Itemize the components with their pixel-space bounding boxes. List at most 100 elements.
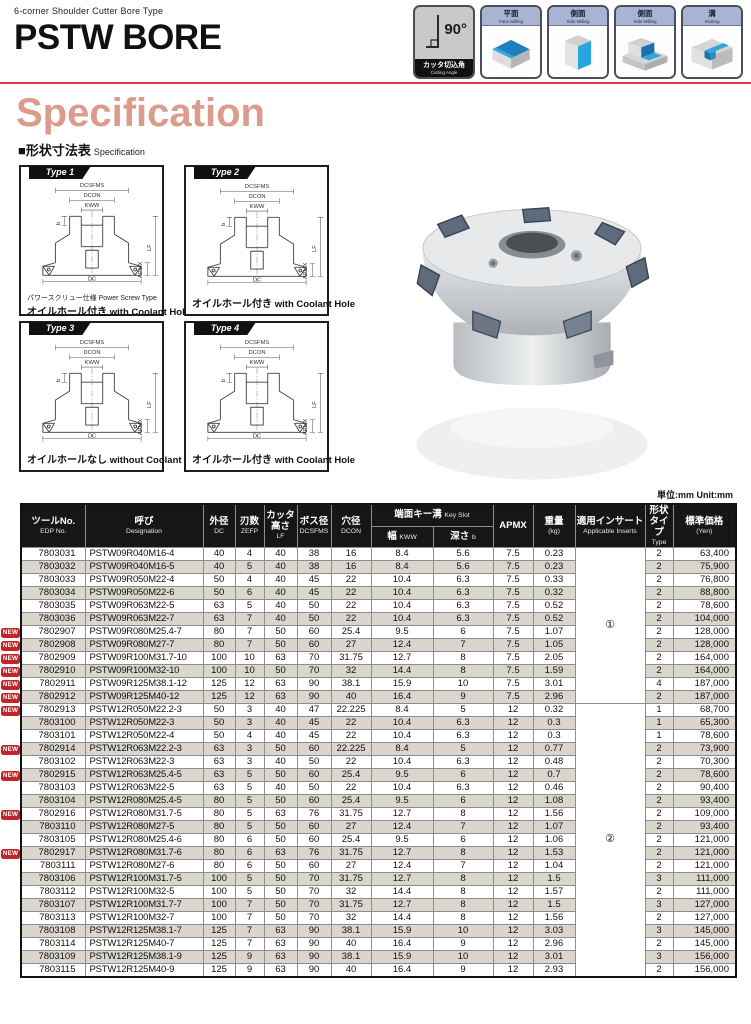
cutting-angle-icon: 90° カッタ切込角 Cutting Angle <box>413 5 475 79</box>
svg-text:APMX: APMX <box>303 418 309 435</box>
cell-dc: 100 <box>202 664 236 679</box>
cell-kww: 12.7 <box>370 807 434 822</box>
spec-table-wrap: ツールNo. EDP No. 呼び Designation 外径 DC 刃数 ZEFP … <box>1 503 737 979</box>
type-3-diagram: Type 3 DCSFMS DCON KWW b LF APMX DC オイルホ… <box>19 321 205 472</box>
cell-dc: 125 <box>202 937 236 952</box>
cell-zefp: 5 <box>234 885 265 900</box>
cell-dcsfms: 70 <box>296 911 332 926</box>
cell-kww: 9.5 <box>370 625 434 640</box>
cell-zefp: 7 <box>234 937 265 952</box>
cell-dcsfms: 76 <box>296 846 332 861</box>
cell-zefp: 6 <box>234 846 265 861</box>
cell-designation: PSTW12R080M27-5 <box>84 820 204 835</box>
cell-designation: PSTW09R125M40-12 <box>84 690 204 705</box>
new-badge: NEW <box>1 653 20 664</box>
cell-type: 3 <box>644 898 674 913</box>
cell-designation: PSTW09R100M31.7-10 <box>84 651 204 666</box>
cell-lf: 40 <box>263 547 298 562</box>
cell-zefp: 5 <box>234 781 265 796</box>
table-row: 7802911 NEW PSTW09R125M38.1-12 125 12 63 90 38.… <box>1 677 737 692</box>
cell-dc: 50 <box>202 703 236 718</box>
cell-price: 73,900 <box>672 742 737 757</box>
cell-type: 2 <box>644 859 674 874</box>
cell-type: 2 <box>644 885 674 900</box>
col-header-b: 深さ b <box>432 525 494 549</box>
cell-dcsfms: 70 <box>296 664 332 679</box>
cell-kww: 12.4 <box>370 859 434 874</box>
cell-dcon: 22.225 <box>330 703 372 718</box>
page-title: PSTW BORE <box>14 18 222 57</box>
cell-type: 2 <box>644 586 674 601</box>
cell-dcon: 31.75 <box>330 872 372 887</box>
cell-price: 109,000 <box>672 807 737 822</box>
cell-dcsfms: 38 <box>296 560 332 575</box>
cell-dc: 125 <box>202 690 236 705</box>
cell-apmx: 12 <box>492 807 534 822</box>
cell-zefp: 9 <box>234 950 265 965</box>
cell-kww: 9.5 <box>370 833 434 848</box>
product-photo <box>329 165 735 487</box>
cell-kww: 10.4 <box>370 755 434 770</box>
cell-price: 127,000 <box>672 911 737 926</box>
cell-designation: PSTW12R050M22-4 <box>84 729 204 744</box>
cell-dc: 100 <box>202 911 236 926</box>
cell-lf: 63 <box>263 846 298 861</box>
cell-weight: 0.52 <box>532 599 576 614</box>
cell-price: 93,400 <box>672 794 737 809</box>
cell-apmx: 12 <box>492 924 534 939</box>
side-milling-2-icon: 側面 Side Milling <box>614 5 676 79</box>
cell-dc: 80 <box>202 794 236 809</box>
cell-dc: 63 <box>202 612 236 627</box>
cell-edp-no: 7802907 NEW <box>1 625 86 640</box>
cell-dcon: 40 <box>330 690 372 705</box>
cell-dc: 80 <box>202 820 236 835</box>
cell-designation: PSTW12R050M22.2-3 <box>84 703 204 718</box>
cell-b: 6.3 <box>432 755 494 770</box>
cell-lf: 50 <box>263 638 298 653</box>
cell-edp-no: 7802913 NEW <box>1 703 86 718</box>
cell-lf: 63 <box>263 807 298 822</box>
col-header-dcsfms: ボス径 DCSFMS <box>296 503 332 549</box>
cell-designation: PSTW12R125M38.1-7 <box>84 924 204 939</box>
cell-kww: 15.9 <box>370 677 434 692</box>
cell-type: 4 <box>644 677 674 692</box>
cell-dcsfms: 90 <box>296 937 332 952</box>
cell-zefp: 7 <box>234 898 265 913</box>
cell-apmx: 12 <box>492 703 534 718</box>
new-badge: NEW <box>1 692 20 703</box>
svg-text:LF: LF <box>146 401 152 408</box>
cell-lf: 63 <box>263 963 298 978</box>
cell-type: 2 <box>644 573 674 588</box>
side-milling-icon: 側面 Side Milling <box>547 5 609 79</box>
cell-price: 111,000 <box>672 872 737 887</box>
cell-designation: PSTW12R063M22-3 <box>84 755 204 770</box>
cell-zefp: 5 <box>234 794 265 809</box>
cell-lf: 40 <box>263 599 298 614</box>
new-badge: NEW <box>1 640 20 651</box>
cell-weight: 1.56 <box>532 807 576 822</box>
cell-type: 2 <box>644 742 674 757</box>
cell-dc: 63 <box>202 599 236 614</box>
cell-price: 164,000 <box>672 651 737 666</box>
cell-designation: PSTW09R050M22-6 <box>84 586 204 601</box>
cell-price: 187,000 <box>672 690 737 705</box>
cell-b: 8 <box>432 872 494 887</box>
cell-dc: 100 <box>202 898 236 913</box>
cell-price: 121,000 <box>672 859 737 874</box>
cell-price: 76,800 <box>672 573 737 588</box>
cell-type: 2 <box>644 937 674 952</box>
cell-lf: 40 <box>263 560 298 575</box>
cell-lf: 50 <box>263 898 298 913</box>
cell-apmx: 12 <box>492 768 534 783</box>
col-header-inserts: 適用インサート Applicable Inserts <box>574 503 646 549</box>
cell-dc: 63 <box>202 742 236 757</box>
cell-dcsfms: 90 <box>296 690 332 705</box>
cell-b: 8 <box>432 651 494 666</box>
cell-lf: 63 <box>263 937 298 952</box>
table-row: 7803112 PSTW12R100M32-5 100 5 50 70 32 14.4 8 12 1… <box>20 885 737 900</box>
cell-type: 2 <box>644 664 674 679</box>
cell-designation: PSTW12R100M31.7-7 <box>84 898 204 913</box>
cell-type: 2 <box>644 690 674 705</box>
cell-type: 2 <box>644 963 674 978</box>
cell-designation: PSTW09R040M16-5 <box>84 560 204 575</box>
